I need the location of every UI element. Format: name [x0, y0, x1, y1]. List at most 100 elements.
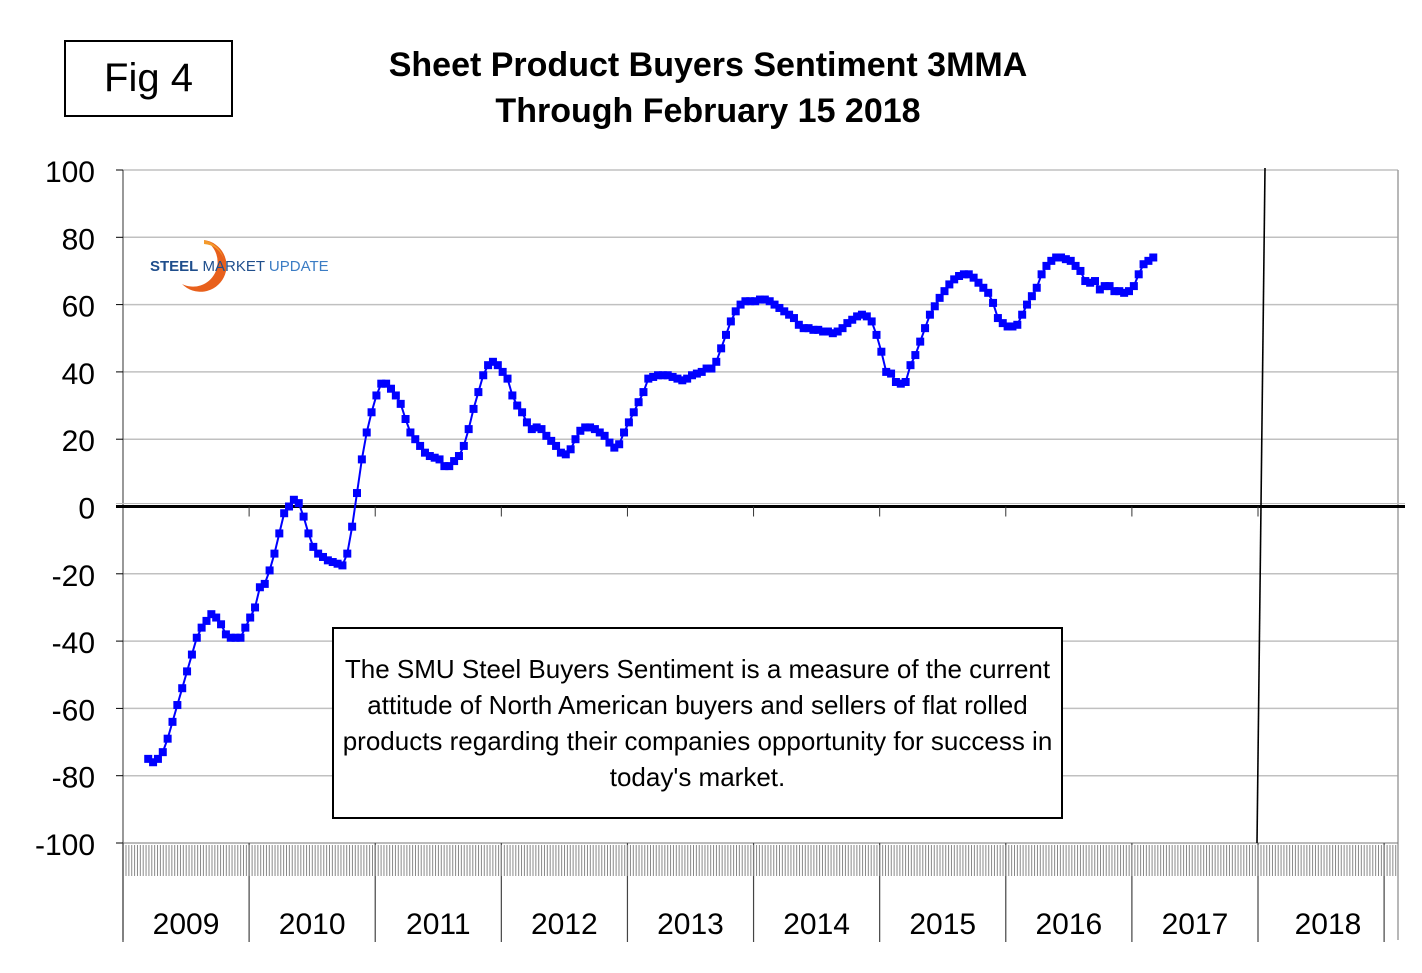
- data-point-marker: [1115, 287, 1124, 296]
- data-point-marker: [197, 623, 206, 632]
- data-point-marker: [294, 499, 303, 508]
- data-point-marker: [469, 404, 478, 413]
- logo-word-steel: STEEL: [150, 258, 199, 275]
- data-point-marker: [804, 324, 813, 333]
- data-point-marker: [566, 445, 575, 454]
- data-point-marker: [435, 455, 444, 464]
- data-point-marker: [445, 462, 454, 471]
- chart-title-line-1: Sheet Product Buyers Sentiment 3MMA: [388, 46, 1028, 84]
- data-point-marker: [1081, 277, 1090, 286]
- data-point-marker: [950, 275, 959, 284]
- data-point-marker: [624, 418, 633, 427]
- x-year-label: 2017: [1162, 908, 1229, 941]
- data-point-marker: [629, 408, 638, 417]
- data-point-marker: [921, 324, 930, 333]
- data-point-marker: [1086, 278, 1095, 287]
- data-point-marker: [1023, 300, 1032, 309]
- data-point-marker: [416, 441, 425, 450]
- data-point-marker: [430, 453, 439, 462]
- data-point-marker: [474, 388, 483, 397]
- data-point-marker: [615, 440, 624, 449]
- data-point-marker: [989, 298, 998, 307]
- data-point-marker: [367, 408, 376, 417]
- data-point-marker: [799, 324, 808, 333]
- data-point-marker: [707, 364, 716, 373]
- data-point-marker: [406, 428, 415, 437]
- x-year-label: 2012: [531, 908, 598, 941]
- logo-word-market: MARKET: [202, 258, 265, 275]
- data-point-marker: [561, 450, 570, 459]
- data-point-marker: [547, 436, 556, 445]
- data-point-marker: [309, 542, 318, 551]
- data-point-marker: [265, 566, 274, 575]
- data-point-marker: [644, 374, 653, 383]
- data-point-marker: [149, 758, 158, 767]
- data-point-marker: [581, 423, 590, 432]
- data-point-marker: [212, 613, 221, 622]
- orange-swoosh-icon: [182, 240, 226, 292]
- y-tick-label: 20: [62, 425, 95, 458]
- data-point-marker: [678, 376, 687, 385]
- y-tick-label: -60: [52, 694, 95, 727]
- data-point-marker: [731, 307, 740, 316]
- data-point-marker: [411, 435, 420, 444]
- data-point-marker: [1110, 287, 1119, 296]
- y-tick-label: 80: [62, 223, 95, 256]
- data-point-marker: [673, 374, 682, 383]
- data-point-marker: [794, 320, 803, 329]
- data-point-marker: [459, 441, 468, 450]
- data-point-marker: [377, 379, 386, 388]
- data-point-marker: [552, 441, 561, 450]
- data-point-marker: [717, 344, 726, 353]
- data-point-marker: [1027, 292, 1036, 301]
- x-year-label: 2015: [909, 908, 976, 941]
- data-point-marker: [285, 502, 294, 511]
- data-point-marker: [741, 297, 750, 306]
- data-point-marker: [513, 401, 522, 410]
- data-point-marker: [620, 428, 629, 437]
- data-point-marker: [833, 327, 842, 336]
- data-point-marker: [202, 616, 211, 625]
- data-point-marker: [178, 684, 187, 693]
- data-point-marker: [746, 297, 755, 306]
- logo-word-update: UPDATE: [268, 258, 329, 275]
- y-tick-label: 100: [45, 156, 95, 189]
- data-point-marker: [231, 633, 240, 642]
- data-point-marker: [722, 330, 731, 339]
- data-point-marker: [372, 391, 381, 400]
- data-point-marker: [605, 438, 614, 447]
- data-point-marker: [809, 325, 818, 334]
- data-point-marker: [153, 754, 162, 763]
- data-point-marker: [964, 270, 973, 279]
- data-point-marker: [508, 391, 517, 400]
- data-point-marker: [683, 374, 692, 383]
- data-point-marker: [814, 325, 823, 334]
- data-point-marker: [969, 273, 978, 282]
- data-point-marker: [867, 317, 876, 326]
- data-point-marker: [819, 327, 828, 336]
- data-point-marker: [537, 425, 546, 434]
- data-point-marker: [712, 357, 721, 366]
- data-point-marker: [789, 314, 798, 323]
- current-date-marker-line: [1256, 167, 1266, 844]
- data-point-marker: [163, 734, 172, 743]
- data-point-marker: [857, 310, 866, 319]
- data-point-marker: [838, 324, 847, 333]
- x-year-label: 2010: [279, 908, 346, 941]
- data-point-marker: [1061, 255, 1070, 264]
- data-point-marker: [498, 367, 507, 376]
- annotation-box: The SMU Steel Buyers Sentiment is a meas…: [332, 627, 1063, 819]
- data-point-marker: [862, 312, 871, 321]
- data-point-marker: [848, 315, 857, 324]
- data-point-marker: [595, 428, 604, 437]
- data-point-marker: [658, 371, 667, 380]
- data-point-marker: [328, 558, 337, 567]
- x-axis: 2009 2010 2011 2012 2013 2014 2015 2016 2017 2018: [116, 503, 1405, 942]
- data-point-marker: [314, 549, 323, 558]
- y-tick-label: -40: [52, 627, 95, 660]
- data-point-marker: [333, 559, 342, 568]
- data-point-marker: [1120, 288, 1129, 297]
- y-tick-label: 40: [62, 358, 95, 391]
- data-point-marker: [173, 701, 182, 710]
